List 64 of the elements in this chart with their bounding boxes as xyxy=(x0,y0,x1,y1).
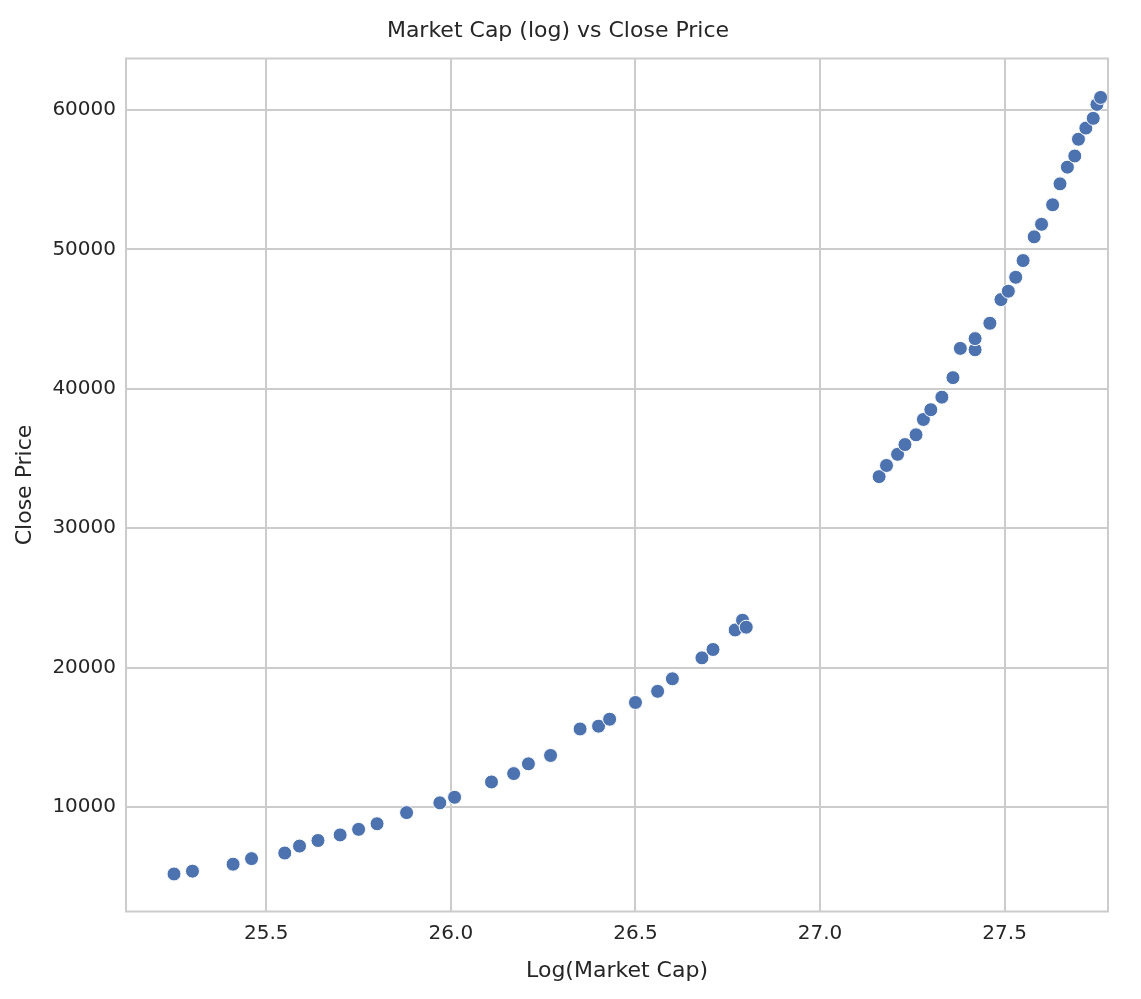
chart-title: Market Cap (log) vs Close Price xyxy=(386,16,730,42)
point xyxy=(543,747,559,763)
point xyxy=(1034,216,1050,232)
point xyxy=(952,340,968,356)
point xyxy=(664,671,680,687)
y-tick-label: 20000 xyxy=(52,653,117,678)
point xyxy=(879,457,894,473)
point xyxy=(1078,120,1094,136)
point xyxy=(1070,131,1086,147)
x-tick-label: 25.5 xyxy=(244,919,289,944)
point xyxy=(627,694,643,710)
point xyxy=(934,389,950,405)
point xyxy=(1008,269,1024,285)
point xyxy=(738,619,754,635)
point xyxy=(908,427,924,443)
point xyxy=(447,789,463,805)
point xyxy=(945,370,961,386)
point xyxy=(166,866,182,882)
x-tick-label: 26.0 xyxy=(428,919,474,944)
y-tick-label: 30000 xyxy=(52,514,117,539)
point xyxy=(310,833,326,848)
point xyxy=(982,315,998,331)
point xyxy=(602,711,618,727)
point xyxy=(506,766,522,782)
y-tick-label: 50000 xyxy=(52,235,117,260)
point xyxy=(591,718,607,734)
point xyxy=(399,805,415,821)
point xyxy=(1052,176,1068,192)
point xyxy=(332,827,348,843)
point xyxy=(351,821,367,837)
point xyxy=(897,437,913,453)
point xyxy=(1059,159,1075,175)
point xyxy=(915,411,931,427)
point xyxy=(292,838,308,854)
y-axis-title: Close Price xyxy=(10,424,36,546)
point xyxy=(871,469,887,485)
point xyxy=(520,756,536,772)
point xyxy=(1067,148,1083,164)
point xyxy=(1093,89,1108,105)
point xyxy=(484,774,499,790)
point xyxy=(572,721,588,737)
point xyxy=(967,331,983,347)
point xyxy=(1045,197,1061,213)
x-axis-title: Log(Market Cap) xyxy=(526,956,708,982)
point xyxy=(1000,283,1016,299)
point xyxy=(705,642,721,658)
point xyxy=(923,402,939,418)
y-tick-label: 40000 xyxy=(52,375,117,400)
x-tick-label: 26.5 xyxy=(613,919,658,944)
x-tick-label: 27.0 xyxy=(797,919,843,944)
point xyxy=(244,851,260,867)
point xyxy=(1085,110,1101,126)
point xyxy=(650,683,666,699)
point xyxy=(225,856,241,872)
x-tick-label: 27.5 xyxy=(982,919,1027,944)
y-tick-label: 10000 xyxy=(52,793,117,818)
point xyxy=(432,795,448,811)
point xyxy=(694,650,710,666)
y-tick-label: 60000 xyxy=(52,96,117,121)
point xyxy=(369,816,385,832)
point xyxy=(277,845,293,861)
point xyxy=(1026,229,1042,245)
point xyxy=(1015,253,1031,269)
point xyxy=(184,863,200,879)
